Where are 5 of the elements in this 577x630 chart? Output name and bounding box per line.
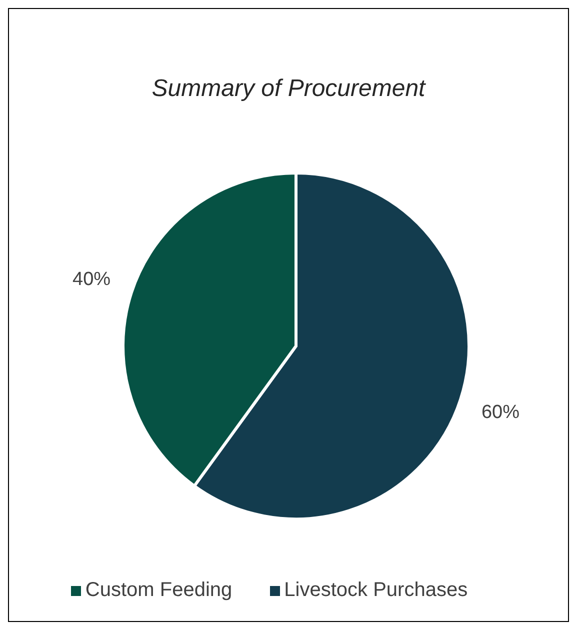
data-label: 40% — [72, 269, 111, 290]
legend-label: Custom Feeding — [85, 579, 232, 601]
legend-label: Livestock Purchases — [284, 579, 468, 601]
chart-subtitle: Summary of Procurement — [150, 74, 427, 103]
data-label: 60% — [481, 402, 520, 423]
